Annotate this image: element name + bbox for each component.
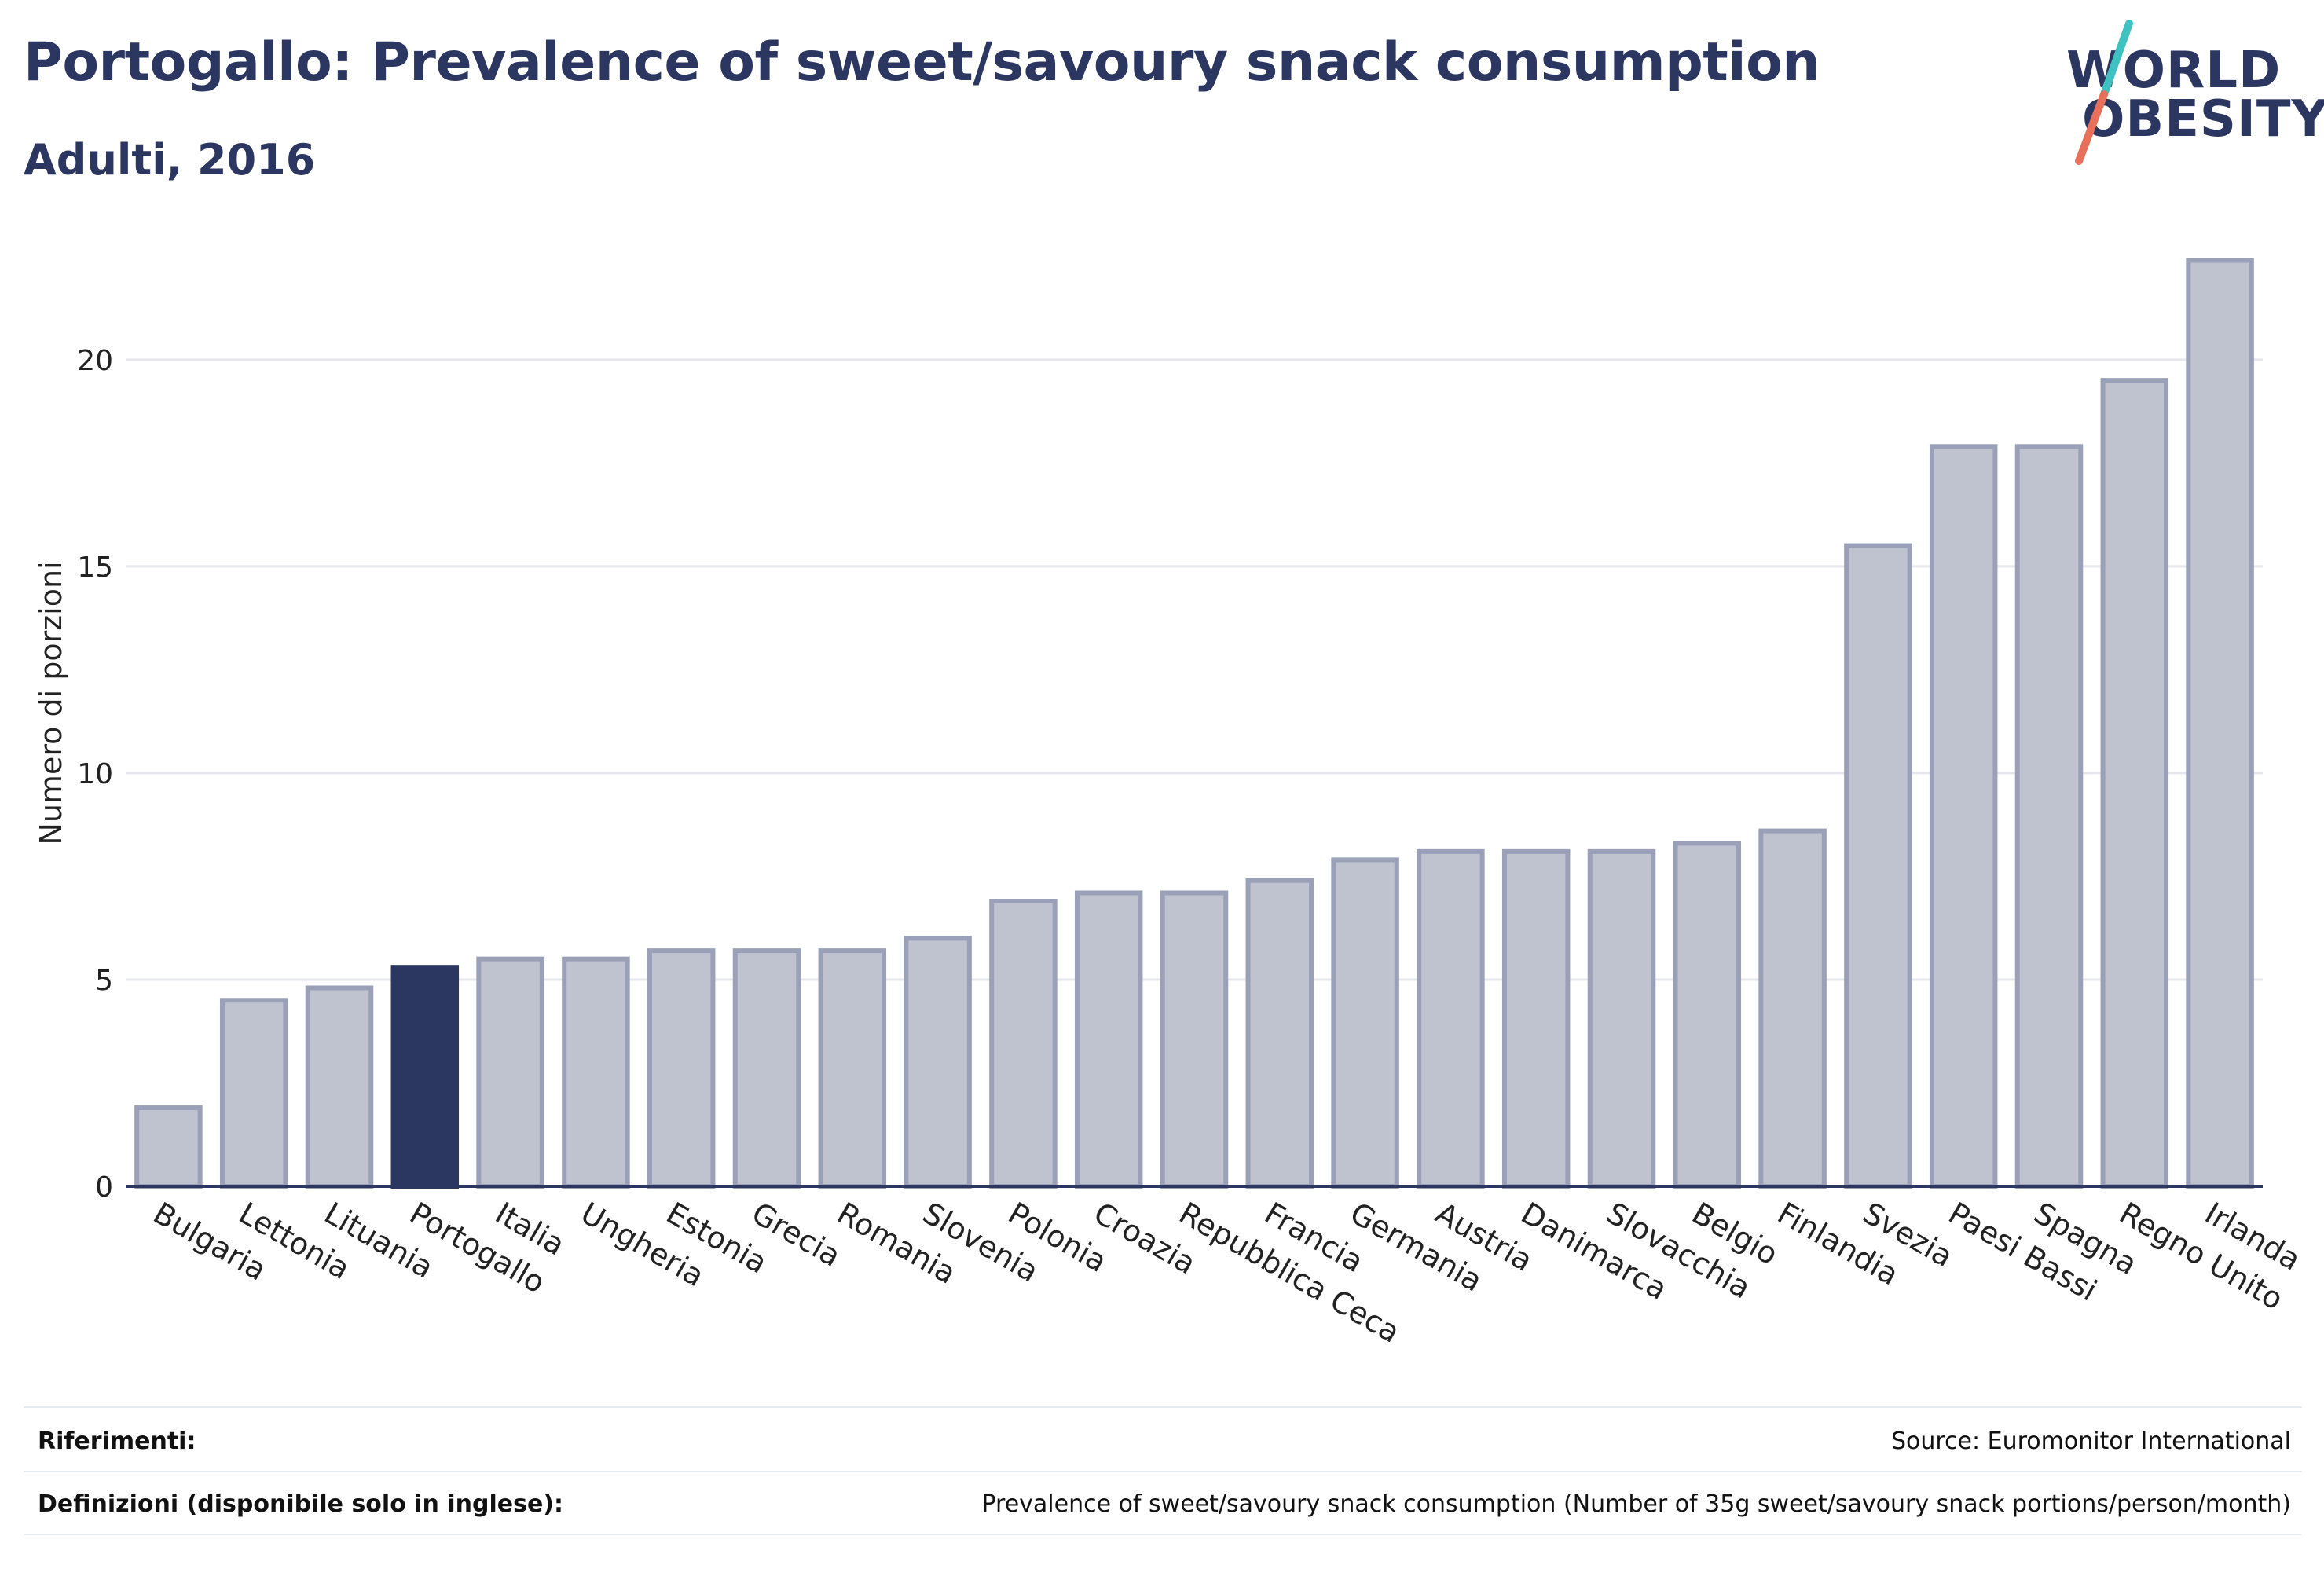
bar	[1929, 444, 1998, 1189]
bar	[732, 948, 801, 1189]
footer-divider	[24, 1406, 2302, 1408]
bar	[305, 985, 374, 1189]
bar	[1758, 828, 1827, 1189]
bar	[1844, 543, 1912, 1189]
bar	[989, 899, 1058, 1189]
bar-highlight	[390, 965, 460, 1189]
bar	[219, 998, 288, 1189]
logo-line-2: OBESITY	[2082, 90, 2324, 148]
definitions-label: Definizioni (disponibile solo in inglese…	[38, 1490, 563, 1518]
page-subtitle: Adulti, 2016	[24, 135, 316, 185]
bar	[134, 1105, 203, 1189]
bar	[818, 948, 887, 1189]
footer-divider	[24, 1534, 2302, 1535]
bar	[1673, 841, 1742, 1189]
bar	[1074, 890, 1143, 1189]
bar	[1587, 848, 1656, 1189]
page-title: Portogallo: Prevalence of sweet/savoury …	[24, 31, 1820, 93]
y-axis-label: Numero di porzioni	[34, 561, 68, 845]
footer-divider	[24, 1471, 2302, 1472]
y-tick-label: 15	[77, 552, 113, 584]
bar	[2186, 258, 2254, 1189]
bar	[1245, 878, 1314, 1189]
bars	[134, 258, 2254, 1189]
references-value: Source: Euromonitor International	[1890, 1428, 2291, 1455]
y-tick-label: 20	[77, 345, 113, 377]
bar	[647, 948, 716, 1189]
y-tick-label: 5	[95, 965, 113, 997]
bar	[1417, 848, 1485, 1189]
bar	[476, 956, 544, 1189]
bar	[2100, 378, 2169, 1189]
logo-slash-icon	[2075, 20, 2133, 165]
bar-chart: 05101520BulgariaLettoniaLituaniaPortogal…	[34, 258, 2307, 1350]
bar	[1331, 857, 1399, 1189]
bar	[904, 936, 972, 1189]
bar	[562, 956, 630, 1189]
bar	[2014, 444, 2084, 1189]
definitions-value: Prevalence of sweet/savoury snack consum…	[981, 1490, 2291, 1518]
bar	[1501, 848, 1571, 1189]
y-tick-label: 0	[95, 1171, 113, 1204]
y-tick-label: 10	[77, 758, 113, 790]
bar	[1160, 890, 1229, 1189]
references-label: Riferimenti:	[38, 1428, 196, 1455]
world-obesity-logo: WORLD OBESITY	[2043, 20, 2324, 169]
